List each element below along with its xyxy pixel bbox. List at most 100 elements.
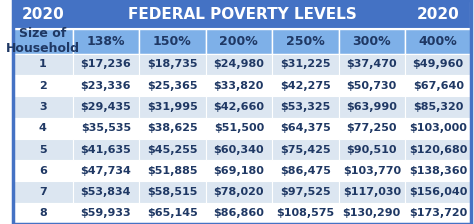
Bar <box>139 118 206 139</box>
Bar <box>405 75 472 96</box>
Bar <box>73 160 139 181</box>
Text: $108,575: $108,575 <box>276 208 334 218</box>
Bar <box>206 203 272 224</box>
Text: $29,435: $29,435 <box>81 102 131 112</box>
Bar <box>13 181 73 203</box>
Bar <box>73 181 139 203</box>
Bar <box>139 160 206 181</box>
Bar <box>73 118 139 139</box>
Text: $31,225: $31,225 <box>280 59 330 69</box>
Text: $63,990: $63,990 <box>346 102 397 112</box>
Bar <box>405 139 472 160</box>
Text: $41,635: $41,635 <box>81 144 131 155</box>
Bar <box>13 96 73 118</box>
Bar <box>405 29 472 54</box>
Bar <box>338 75 405 96</box>
Bar <box>272 54 338 75</box>
Text: $77,250: $77,250 <box>346 123 397 133</box>
Bar <box>338 118 405 139</box>
Bar <box>13 29 73 54</box>
Text: $90,510: $90,510 <box>346 144 397 155</box>
Text: $97,525: $97,525 <box>280 187 331 197</box>
Text: $103,770: $103,770 <box>343 166 401 176</box>
Bar <box>272 181 338 203</box>
Bar <box>272 160 338 181</box>
Text: $50,730: $50,730 <box>346 81 397 91</box>
Bar <box>338 139 405 160</box>
Text: $17,236: $17,236 <box>81 59 131 69</box>
Bar <box>139 203 206 224</box>
Text: 2020: 2020 <box>417 7 460 22</box>
Text: $85,320: $85,320 <box>413 102 464 112</box>
Bar <box>338 181 405 203</box>
Text: $64,375: $64,375 <box>280 123 331 133</box>
Text: 2020: 2020 <box>21 7 64 22</box>
Text: $117,030: $117,030 <box>343 187 401 197</box>
Bar <box>139 139 206 160</box>
Text: Size of
Household: Size of Household <box>6 28 80 56</box>
Bar <box>405 118 472 139</box>
Text: 5: 5 <box>39 144 47 155</box>
Text: $138,360: $138,360 <box>409 166 467 176</box>
Text: FEDERAL POVERTY LEVELS: FEDERAL POVERTY LEVELS <box>128 7 356 22</box>
Bar <box>206 181 272 203</box>
Text: $130,290: $130,290 <box>343 208 401 218</box>
Bar <box>338 29 405 54</box>
Bar <box>13 139 73 160</box>
Text: $86,475: $86,475 <box>280 166 331 176</box>
Bar <box>139 181 206 203</box>
Bar <box>405 54 472 75</box>
Text: $58,515: $58,515 <box>147 187 198 197</box>
Bar <box>338 160 405 181</box>
Text: $24,980: $24,980 <box>213 59 264 69</box>
Text: $156,040: $156,040 <box>409 187 467 197</box>
Text: $38,625: $38,625 <box>147 123 198 133</box>
Bar <box>73 54 139 75</box>
Bar <box>206 96 272 118</box>
Bar <box>13 118 73 139</box>
Text: $47,734: $47,734 <box>81 166 131 176</box>
Text: $35,535: $35,535 <box>81 123 131 133</box>
Text: $67,640: $67,640 <box>413 81 464 91</box>
Text: $33,820: $33,820 <box>214 81 264 91</box>
Text: $42,660: $42,660 <box>213 102 264 112</box>
Bar <box>206 29 272 54</box>
Text: $49,960: $49,960 <box>413 59 464 69</box>
Text: 1: 1 <box>39 59 47 69</box>
Bar <box>73 203 139 224</box>
Text: $37,470: $37,470 <box>346 59 397 69</box>
Text: 7: 7 <box>39 187 47 197</box>
Bar <box>73 139 139 160</box>
Text: 250%: 250% <box>286 35 325 48</box>
Bar <box>338 96 405 118</box>
Text: $51,885: $51,885 <box>147 166 198 176</box>
Text: 400%: 400% <box>419 35 457 48</box>
Bar <box>272 29 338 54</box>
Text: 6: 6 <box>39 166 47 176</box>
Text: 150%: 150% <box>153 35 192 48</box>
Bar <box>73 75 139 96</box>
Text: $51,500: $51,500 <box>214 123 264 133</box>
Text: $103,000: $103,000 <box>409 123 467 133</box>
Bar <box>13 160 73 181</box>
Text: $59,933: $59,933 <box>81 208 131 218</box>
Bar <box>139 54 206 75</box>
Text: 138%: 138% <box>87 35 125 48</box>
Bar <box>139 96 206 118</box>
Text: $69,180: $69,180 <box>213 166 264 176</box>
Text: $60,340: $60,340 <box>213 144 264 155</box>
Text: $78,020: $78,020 <box>214 187 264 197</box>
Text: $23,336: $23,336 <box>81 81 131 91</box>
Bar <box>13 0 472 29</box>
Bar <box>405 181 472 203</box>
Text: 2: 2 <box>39 81 47 91</box>
Text: 8: 8 <box>39 208 47 218</box>
Text: $173,720: $173,720 <box>409 208 467 218</box>
Bar <box>272 96 338 118</box>
Bar <box>73 29 139 54</box>
Bar <box>206 139 272 160</box>
Bar <box>272 118 338 139</box>
Bar <box>13 203 73 224</box>
Text: $75,425: $75,425 <box>280 144 331 155</box>
Text: $65,145: $65,145 <box>147 208 198 218</box>
